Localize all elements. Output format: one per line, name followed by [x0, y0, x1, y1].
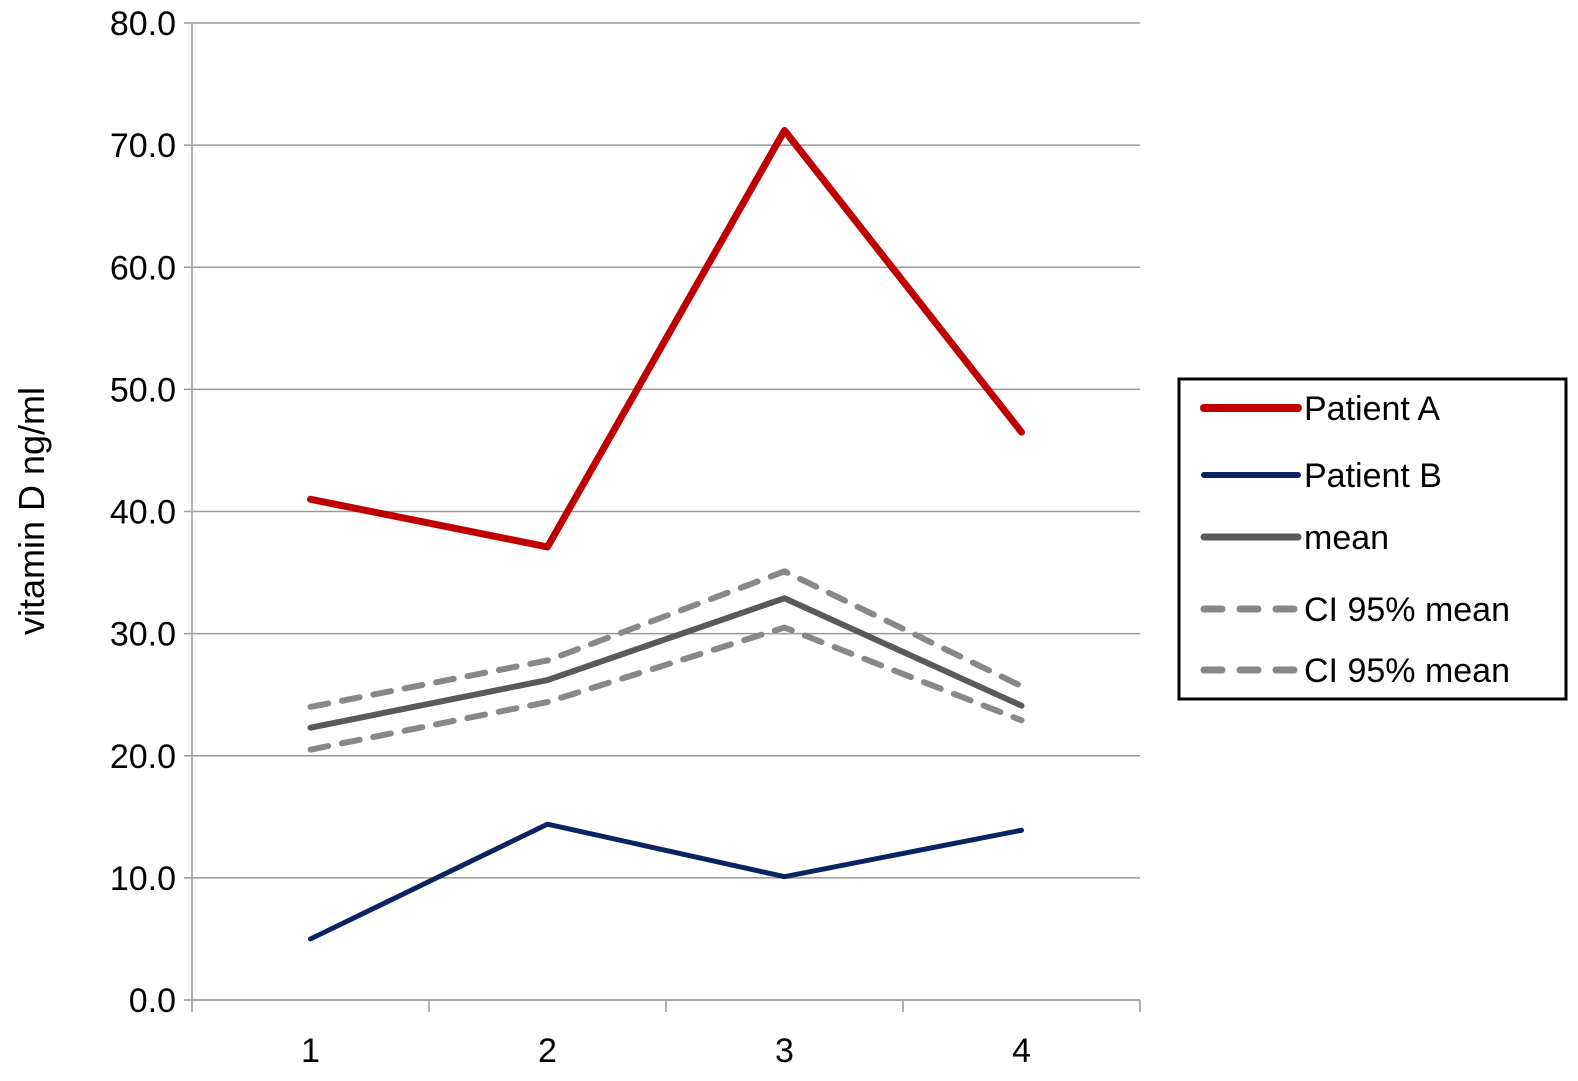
y-tick-label: 50.0 — [110, 371, 176, 409]
y-tick-label: 60.0 — [110, 249, 176, 287]
x-tick-label: 4 — [1012, 1032, 1031, 1070]
legend: Patient A Patient B mean CI 95% mean CI 95% … — [1179, 379, 1566, 699]
x-tick-label: 2 — [538, 1032, 557, 1070]
y-tick-label: 10.0 — [110, 860, 176, 898]
axes: 0.0 10.0 20.0 30.0 40.0 50.0 60.0 70.0 80.0 1 2 3 4 — [110, 5, 1140, 1070]
x-tick-label: 3 — [775, 1032, 794, 1070]
series-lines — [310, 130, 1021, 938]
y-tick-label: 40.0 — [110, 494, 176, 532]
legend-label: Patient B — [1304, 457, 1442, 495]
y-tick-label: 70.0 — [110, 127, 176, 165]
series-line-patient-a-0 — [311, 130, 1022, 546]
x-tick-label: 1 — [301, 1032, 320, 1070]
y-tick-label: 80.0 — [110, 5, 176, 43]
y-axis-label: vitamin D ng/ml — [11, 387, 52, 635]
legend-label: CI 95% mean — [1304, 652, 1510, 690]
legend-label: mean — [1304, 519, 1389, 557]
y-tick-label: 0.0 — [129, 982, 176, 1020]
series-line-patient-b-1 — [311, 824, 1022, 939]
gridlines — [192, 23, 1140, 1000]
y-tick-label: 20.0 — [110, 738, 176, 776]
legend-label: Patient A — [1304, 390, 1440, 428]
legend-label: CI 95% mean — [1304, 591, 1510, 629]
y-tick-label: 30.0 — [110, 616, 176, 654]
